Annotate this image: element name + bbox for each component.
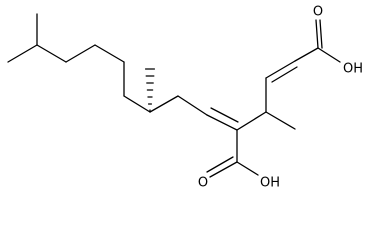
structure: O OH O OH (7, 5, 363, 191)
atom-label: O (198, 176, 208, 191)
atom-label: O (313, 5, 323, 20)
atom-label: OH (343, 62, 363, 77)
bonds (7, 13, 341, 178)
page: O OH O OH (() => { const data = JSON.par… (7, 4, 364, 191)
hashed-bond (144, 68, 156, 113)
atom-label: OH (260, 176, 280, 191)
